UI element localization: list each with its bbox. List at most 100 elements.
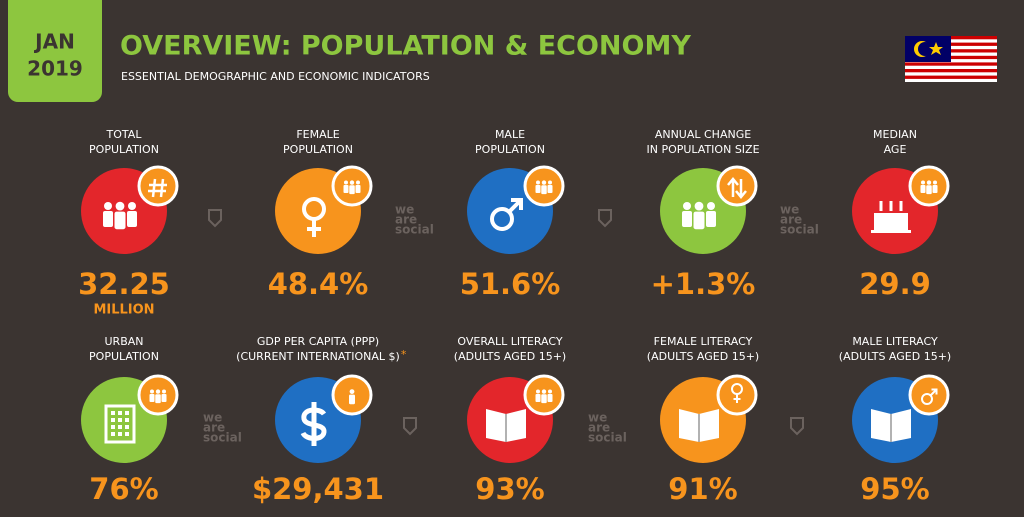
watermark: are bbox=[780, 213, 802, 227]
icon-part bbox=[349, 185, 355, 195]
watermark: social bbox=[395, 223, 434, 237]
icon-part bbox=[118, 411, 122, 415]
indicator: GDP PER CAPITA (PPP) (CURRENT INTERNATION… bbox=[236, 335, 407, 506]
icon-part bbox=[548, 389, 552, 394]
watermark: we bbox=[203, 411, 222, 425]
indicator-label: POPULATION bbox=[475, 143, 545, 156]
icon-part bbox=[355, 185, 361, 193]
icon-part bbox=[547, 394, 553, 402]
indicator-value: 76% bbox=[89, 472, 158, 506]
icon-part bbox=[128, 202, 136, 210]
indicator: URBAN POPULATION 76% bbox=[81, 335, 179, 506]
watermark-logo bbox=[208, 209, 222, 228]
icon-part bbox=[161, 394, 167, 402]
indicator-label: (ADULTS AGED 15+) bbox=[647, 350, 759, 363]
badge bbox=[716, 165, 758, 207]
watermark: are bbox=[203, 421, 225, 435]
icon-part bbox=[300, 402, 327, 446]
indicator-label: GDP PER CAPITA (PPP) bbox=[257, 335, 379, 348]
icon-part bbox=[926, 180, 932, 185]
icon-part bbox=[104, 202, 112, 210]
indicator-value: 29.9 bbox=[859, 267, 931, 301]
icon-part bbox=[349, 389, 355, 394]
indicator-label: POPULATION bbox=[89, 350, 159, 363]
icon-part bbox=[879, 201, 883, 211]
icon-part bbox=[118, 418, 122, 422]
icon-part bbox=[547, 185, 553, 193]
date-month: JAN bbox=[33, 30, 75, 54]
subtitle: ESSENTIAL DEMOGRAPHIC AND ECONOMIC INDIC… bbox=[121, 70, 430, 83]
icon-part bbox=[929, 388, 938, 397]
icon-part bbox=[490, 207, 514, 231]
icon-part bbox=[535, 394, 541, 402]
icon-part bbox=[118, 432, 122, 436]
icon-part bbox=[707, 202, 715, 210]
flag bbox=[905, 36, 997, 82]
icon-part bbox=[727, 177, 747, 199]
indicator-value: 51.6% bbox=[460, 267, 561, 301]
indicator-label: POPULATION bbox=[89, 143, 159, 156]
watermark-logo bbox=[403, 417, 417, 436]
icon-part bbox=[920, 185, 926, 193]
indicator-label: FEMALE bbox=[296, 128, 339, 141]
watermark: we bbox=[780, 203, 799, 217]
icon-part bbox=[541, 394, 547, 404]
icon-part bbox=[343, 185, 349, 193]
icon-part bbox=[541, 180, 547, 185]
indicator-label: MALE bbox=[495, 128, 525, 141]
icon-part bbox=[149, 394, 155, 402]
indicator-value: $29,431 bbox=[252, 472, 384, 506]
indicator-label: OVERALL LITERACY bbox=[457, 335, 562, 348]
title: OVERVIEW: POPULATION & ECONOMY bbox=[120, 31, 691, 62]
indicator: MALE LITERACY (ADULTS AGED 15+) 95% bbox=[839, 335, 951, 506]
icon-part bbox=[349, 180, 355, 185]
icon-part bbox=[114, 211, 126, 230]
watermark-logo bbox=[790, 417, 804, 436]
icon-part bbox=[548, 180, 552, 185]
indicator-label: AGE bbox=[884, 143, 907, 156]
indicator-unit: MILLION bbox=[93, 303, 154, 318]
icon-part bbox=[541, 185, 547, 195]
icon-part bbox=[871, 230, 911, 233]
icon-part bbox=[536, 389, 540, 394]
icon-part bbox=[926, 185, 932, 195]
indicator-value: 32.25 bbox=[78, 267, 170, 301]
icon-part bbox=[874, 213, 908, 231]
icon-part bbox=[933, 180, 937, 185]
icon-part bbox=[125, 418, 129, 422]
icon-part bbox=[104, 404, 136, 444]
indicator-value: 95% bbox=[860, 472, 929, 506]
icon-part bbox=[125, 425, 129, 429]
icon-part bbox=[115, 201, 125, 211]
watermark: are bbox=[395, 213, 417, 227]
watermark-logo bbox=[598, 209, 612, 228]
indicator-label: (ADULTS AGED 15+) bbox=[454, 350, 566, 363]
icon-part bbox=[683, 202, 691, 210]
icon-part bbox=[706, 211, 716, 227]
watermark: social bbox=[203, 431, 242, 445]
icon-part bbox=[111, 418, 115, 422]
icon-part bbox=[307, 219, 321, 237]
indicator-value: 91% bbox=[668, 472, 737, 506]
icon-part bbox=[125, 432, 129, 436]
indicator-value: +1.3% bbox=[651, 267, 756, 301]
indicator-value: 93% bbox=[475, 472, 544, 506]
icon-part bbox=[111, 425, 115, 429]
watermark: social bbox=[780, 223, 819, 237]
indicator: MALE POPULATION 51.6% bbox=[460, 128, 565, 301]
icon-part bbox=[535, 185, 541, 193]
icon-part bbox=[150, 389, 154, 394]
icon-part bbox=[111, 411, 115, 415]
indicator: ANNUAL CHANGE IN POPULATION SIZE +1.3% bbox=[646, 128, 759, 301]
watermark: we bbox=[588, 411, 607, 425]
icon-part bbox=[111, 432, 115, 436]
note-mark: * bbox=[401, 348, 407, 361]
icon-part bbox=[127, 211, 137, 227]
icon-part bbox=[693, 211, 705, 230]
indicator-label: (ADULTS AGED 15+) bbox=[839, 350, 951, 363]
icon-part bbox=[162, 389, 166, 394]
icon-part bbox=[932, 185, 938, 193]
indicator-label: POPULATION bbox=[283, 143, 353, 156]
indicator: OVERALL LITERACY (ADULTS AGED 15+) 93% bbox=[454, 335, 566, 506]
